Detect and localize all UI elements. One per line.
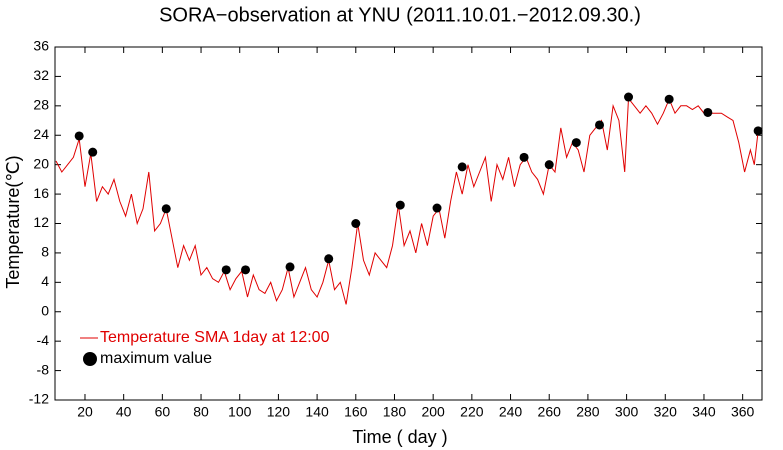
x-tick-label: 20: [77, 404, 93, 420]
max-point: [753, 126, 763, 136]
x-tick-label: 100: [228, 404, 252, 420]
y-tick-label: 8: [41, 244, 49, 260]
max-point: [74, 131, 84, 141]
max-point: [571, 138, 581, 148]
x-tick-label: 340: [692, 404, 716, 420]
x-tick-label: 260: [538, 404, 562, 420]
y-tick-label: 16: [33, 185, 49, 201]
y-tick-label: -4: [37, 332, 50, 348]
x-tick-label: 120: [267, 404, 291, 420]
max-point: [221, 265, 231, 275]
max-point: [324, 254, 334, 264]
max-point: [457, 162, 467, 172]
temperature-line: [55, 97, 759, 305]
y-tick-label: -8: [37, 361, 50, 377]
legend-label: Temperature SMA 1day at 12:00: [100, 329, 330, 346]
plot-frame: [54, 46, 763, 401]
x-tick-label: 140: [305, 404, 329, 420]
max-point: [88, 147, 98, 157]
legend-label: maximum value: [100, 350, 212, 367]
max-point: [351, 219, 361, 228]
legend-marker: [83, 352, 97, 366]
x-tick-label: 160: [344, 404, 368, 420]
y-tick-label: 36: [33, 38, 49, 54]
max-point: [703, 107, 713, 117]
max-point: [595, 120, 605, 130]
max-point: [395, 200, 405, 210]
max-point: [519, 152, 529, 162]
x-tick-label: 240: [499, 404, 523, 420]
x-tick-label: 280: [576, 404, 600, 420]
x-tick-label: 180: [383, 404, 407, 420]
max-point: [544, 160, 554, 170]
x-axis-label: Time ( day ): [352, 427, 447, 447]
y-tick-label: 12: [33, 214, 49, 230]
y-tick-label: 4: [41, 273, 49, 289]
y-tick-label: 32: [33, 67, 49, 83]
y-tick-label: 24: [33, 126, 49, 142]
x-tick-label: 220: [460, 404, 484, 420]
y-tick-label: -12: [29, 391, 49, 407]
y-tick-label: 20: [33, 155, 49, 171]
max-point: [285, 262, 295, 272]
y-axis-label: Temperature(℃): [3, 155, 23, 288]
x-tick-label: 320: [654, 404, 678, 420]
x-tick-label: 40: [116, 404, 132, 420]
chart-title: SORA−observation at YNU (2011.10.01.−201…: [159, 4, 641, 26]
max-point: [664, 94, 674, 104]
max-point: [624, 92, 634, 102]
x-tick-label: 200: [421, 404, 445, 420]
y-tick-label: 28: [33, 97, 49, 113]
x-tick-label: 300: [615, 404, 639, 420]
x-tick-label: 360: [731, 404, 755, 420]
y-tick-label: 0: [41, 302, 49, 318]
max-point: [241, 265, 251, 275]
x-tick-label: 60: [155, 404, 171, 420]
x-tick-label: 80: [193, 404, 209, 420]
max-point: [432, 203, 442, 213]
max-point: [161, 204, 171, 214]
